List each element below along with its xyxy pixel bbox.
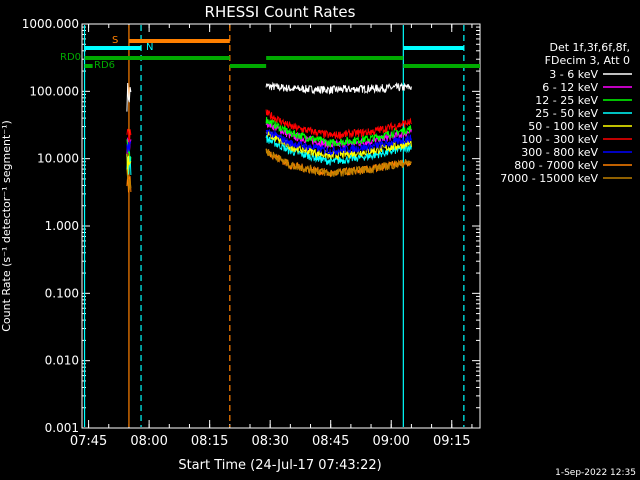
series-line [265,135,412,166]
x-tick-label: 09:15 [433,434,470,449]
series-line [265,129,412,156]
series-line [265,81,412,95]
y-axis: 0.001 0.010 0.100 1.000 10.000 100.000 1000.00… [22,17,480,435]
series-line [126,169,132,191]
y-tick-label: 0.010 [45,354,79,368]
series-line [126,128,132,151]
legend-entry: 50 - 100 keV [528,120,598,133]
y-tick-label: 100.000 [29,84,79,98]
x-tick-label: 08:00 [130,434,167,449]
x-tick-label: 07:45 [70,434,107,449]
legend-entry: 7000 - 15000 keV [500,172,598,185]
y-tick-label: 0.100 [45,286,79,300]
chart-title: RHESSI Count Rates [205,3,356,21]
series-8 [126,148,412,191]
legend-header-1: Det 1f,3f,6f,8f, [549,41,630,54]
series-line [126,139,132,153]
legend-entry: 100 - 300 keV [521,133,598,146]
y-axis-label: Count Rate (s⁻¹ detector⁻¹ segment⁻¹) [0,120,13,332]
series-0 [126,81,412,112]
vertical-markers [83,25,465,427]
y-tick-label: 10.000 [37,152,79,166]
y-tick-label: 1.000 [45,219,79,233]
y-tick-label: 1000.000 [22,17,79,31]
legend-entry: 3 - 6 keV [549,68,598,81]
state-label-rd6: RD6 [94,60,115,71]
state-label-rd0: RD0 [60,52,81,63]
series-group [126,81,412,193]
series-line [265,148,412,177]
series-line [265,109,412,140]
x-axis: 07:45 08:00 08:15 08:30 08:45 09:00 09:15 [70,24,473,449]
legend: Det 1f,3f,6f,8f, FDecim 3, Att 0 3 - 6 k… [500,41,632,185]
series-6 [126,129,412,156]
legend-header-2: FDecim 3, Att 0 [545,54,630,67]
x-tick-label: 08:15 [191,434,228,449]
footer-timestamp: 1-Sep-2022 12:35 [555,468,636,478]
state-label-s: S [112,35,118,46]
y-tick-label: 0.001 [45,421,79,435]
x-tick-label: 09:00 [372,434,409,449]
state-bars: S N RD0 RD6 [60,35,480,71]
x-tick-label: 08:45 [312,434,349,449]
series-5 [126,109,412,151]
legend-entry: 800 - 7000 keV [514,159,598,172]
state-label-n: N [146,42,153,53]
x-tick-label: 08:30 [251,434,288,449]
legend-entry: 6 - 12 keV [542,81,598,94]
legend-entry: 12 - 25 keV [535,94,598,107]
legend-entry: 25 - 50 keV [535,107,598,120]
x-axis-label: Start Time (24-Jul-17 07:43:22) [178,458,381,473]
legend-entry: 300 - 800 keV [521,146,598,159]
series-line [126,82,132,112]
